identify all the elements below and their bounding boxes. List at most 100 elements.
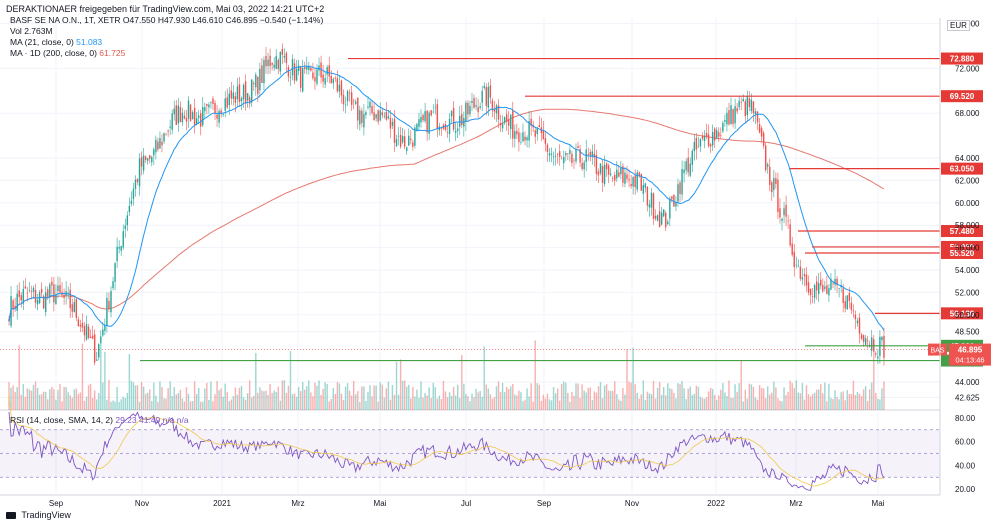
- volume-bar: [306, 386, 308, 410]
- volume-bar: [587, 387, 589, 410]
- candle-body: [104, 325, 106, 331]
- volume-bar: [108, 380, 110, 410]
- candle-body: [283, 55, 286, 58]
- volume-bar: [467, 395, 469, 410]
- volume-bar: [779, 400, 781, 410]
- candle-body: [450, 110, 453, 117]
- volume-bar: [342, 399, 345, 410]
- resistance-label: 72.880: [950, 55, 975, 64]
- candle-body: [630, 183, 632, 187]
- candle-body: [799, 266, 802, 279]
- volume-bar: [236, 394, 239, 410]
- time-tick-label: Mrz: [291, 499, 304, 508]
- candle-body: [760, 128, 763, 137]
- candle-body: [452, 108, 455, 130]
- candle-body: [738, 100, 740, 108]
- candle-body: [750, 99, 753, 112]
- candle-body: [53, 284, 55, 303]
- candle-body: [522, 132, 524, 142]
- candle-body: [638, 172, 640, 177]
- candle-body: [485, 87, 487, 106]
- candle-body: [71, 304, 73, 312]
- volume-bar: [836, 396, 838, 410]
- volume-bar: [287, 385, 290, 410]
- candle-body: [624, 172, 626, 184]
- candle-body: [244, 81, 247, 104]
- volume-bar: [660, 394, 663, 410]
- candle-body: [734, 106, 736, 124]
- candle-body: [355, 101, 357, 104]
- candle-body: [318, 65, 320, 71]
- volume-bar: [671, 389, 673, 410]
- volume-bar: [393, 394, 396, 410]
- candle-body: [100, 336, 102, 343]
- candle-body: [571, 153, 573, 163]
- resistance-label-bg: [941, 52, 983, 65]
- volume-bar: [155, 395, 157, 410]
- volume-bar: [691, 395, 693, 410]
- volume-bar: [153, 382, 155, 410]
- volume-bar: [477, 392, 479, 410]
- volume-bar: [740, 360, 742, 410]
- volume-bar: [644, 400, 647, 410]
- candle-body: [526, 137, 528, 141]
- candle-body: [807, 282, 810, 293]
- volume-bar: [24, 396, 27, 410]
- volume-bar: [524, 399, 526, 410]
- volume-bar: [20, 394, 22, 410]
- candle-body: [866, 340, 869, 341]
- candle-body: [599, 163, 602, 174]
- volume-bar: [864, 386, 867, 410]
- candle-body: [471, 100, 473, 103]
- time-tick-label: Mrz: [789, 499, 802, 508]
- volume-bar: [665, 395, 667, 410]
- time-tick-label: Mai: [374, 499, 387, 508]
- volume-bar: [389, 399, 392, 410]
- candle-body: [183, 115, 186, 119]
- volume-bar: [22, 384, 25, 410]
- candle-body: [230, 90, 233, 99]
- volume-bar: [762, 388, 765, 410]
- volume-bar: [383, 397, 386, 410]
- volume-bar: [12, 385, 14, 410]
- volume-bar: [45, 391, 47, 410]
- volume-bar: [134, 385, 137, 410]
- candle-body: [803, 274, 806, 277]
- volume-bar: [336, 381, 339, 410]
- volume-bar: [100, 341, 102, 410]
- volume-bar: [612, 390, 614, 410]
- volume-bar: [173, 387, 175, 410]
- candle-body: [93, 334, 96, 363]
- volume-bar: [365, 400, 367, 410]
- candle-body: [620, 168, 622, 175]
- candle-body: [589, 152, 592, 156]
- volume-bar: [818, 389, 820, 410]
- candle-body: [314, 77, 316, 82]
- candle-body: [51, 281, 53, 286]
- candle-body: [691, 150, 693, 165]
- volume-bar: [197, 387, 200, 410]
- volume-bar: [226, 392, 228, 410]
- volume-bar: [350, 395, 353, 410]
- candle-body: [289, 76, 292, 78]
- candle-body: [424, 111, 426, 122]
- volume-bar: [363, 386, 365, 410]
- volume-bar: [883, 381, 885, 410]
- candle-body: [881, 336, 883, 341]
- volume-bar: [110, 401, 112, 410]
- candle-body: [534, 130, 536, 137]
- volume-bar: [536, 383, 538, 410]
- volume-bar: [432, 382, 434, 410]
- volume-bar: [418, 397, 420, 410]
- volume-bar: [640, 394, 642, 410]
- candle-body: [461, 114, 463, 126]
- candle-body: [514, 131, 516, 139]
- volume-bar: [750, 384, 753, 410]
- volume-bar: [630, 382, 632, 410]
- countdown-label: 04:13:46: [955, 356, 984, 365]
- volume-bar: [809, 396, 812, 410]
- volume-bar: [175, 394, 177, 410]
- currency-label[interactable]: EUR: [947, 20, 970, 31]
- volume-bar: [758, 385, 761, 410]
